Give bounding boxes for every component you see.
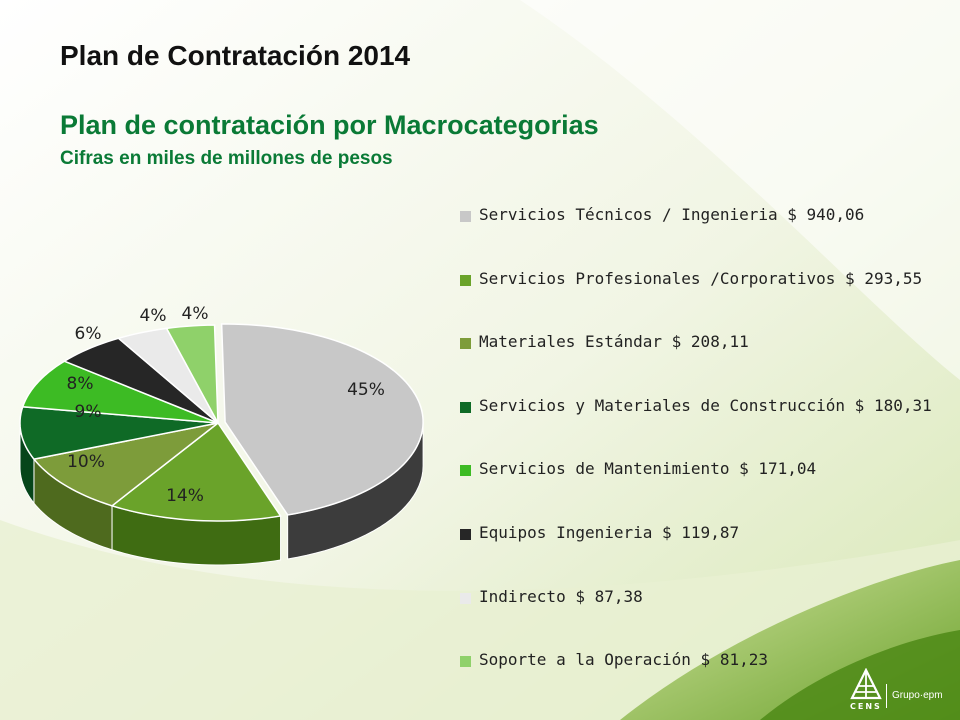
pie-label-3: 9% [75, 402, 102, 422]
pie-label-0: 45% [347, 380, 385, 400]
cens-text: CENS [850, 702, 882, 711]
legend-swatch-0 [460, 211, 471, 222]
units-caption: Cifras en miles de millones de pesos [60, 148, 393, 169]
pie-label-5: 6% [75, 324, 102, 344]
company-logo: CENS Grupo·epm [840, 668, 955, 716]
legend-item-0: Servicios Técnicos / Ingenieria $ 940,06 [460, 205, 950, 269]
logo-divider [886, 684, 887, 708]
legend-label-7: Soporte a la Operación $ 81,23 [479, 650, 768, 670]
pie-slice-0 [220, 323, 424, 516]
legend-label-6: Indirecto $ 87,38 [479, 586, 643, 606]
legend-item-4: Servicios de Mantenimiento $ 171,04 [460, 459, 950, 523]
pie-slice-7 [165, 324, 219, 424]
chart-subtitle: Plan de contratación por Macrocategorias [60, 110, 599, 140]
legend-label-0: Servicios Técnicos / Ingenieria $ 940,06 [479, 205, 865, 224]
legend-label-3: Servicios y Materiales de Construcción $… [479, 395, 932, 415]
legend-item-1: Servicios Profesionales /Corporativos $ … [460, 269, 950, 333]
legend-swatch-3 [460, 401, 471, 413]
pie-slice-3 [19, 405, 219, 460]
pie-label-2: 10% [67, 452, 105, 472]
pie-slice-5 [62, 337, 219, 424]
legend-label-5: Equipos Ingenieria $ 119,87 [479, 522, 740, 542]
legend-swatch-5 [460, 528, 471, 540]
legend-item-7: Soporte a la Operación $ 81,23 [460, 650, 950, 714]
pie-label-6: 4% [140, 306, 167, 326]
legend-label-2: Materiales Estándar $ 208,11 [479, 332, 749, 352]
chart-legend: Servicios Técnicos / Ingenieria $ 940,06… [460, 205, 950, 714]
pie-label-1: 14% [166, 486, 204, 506]
legend-item-5: Equipos Ingenieria $ 119,87 [460, 523, 950, 587]
legend-swatch-1 [460, 274, 471, 286]
pie-label-7: 4% [182, 304, 209, 324]
pie-slice-4 [21, 360, 219, 424]
page-title: Plan de Contratación 2014 [60, 40, 411, 71]
legend-swatch-7 [460, 656, 471, 668]
pie-slice-2 [32, 422, 219, 507]
grupo-epm-text: Grupo·epm [892, 690, 943, 701]
pie-slice-1 [110, 421, 282, 522]
legend-item-6: Indirecto $ 87,38 [460, 587, 950, 651]
legend-label-1: Servicios Profesionales /Corporativos $ … [479, 268, 923, 288]
legend-swatch-2 [460, 338, 471, 350]
pie-slice-6 [116, 327, 219, 424]
cens-logo-icon [850, 668, 882, 700]
legend-swatch-6 [460, 592, 471, 604]
legend-swatch-4 [460, 465, 471, 477]
legend-item-2: Materiales Estándar $ 208,11 [460, 332, 950, 396]
pie-label-4: 8% [67, 374, 94, 394]
legend-item-3: Servicios y Materiales de Construcción $… [460, 396, 950, 460]
legend-label-4: Servicios de Mantenimiento $ 171,04 [479, 459, 817, 479]
pie-chart: 45% 14% 10% 9% 8% 6% 4% 4% [19, 304, 424, 566]
